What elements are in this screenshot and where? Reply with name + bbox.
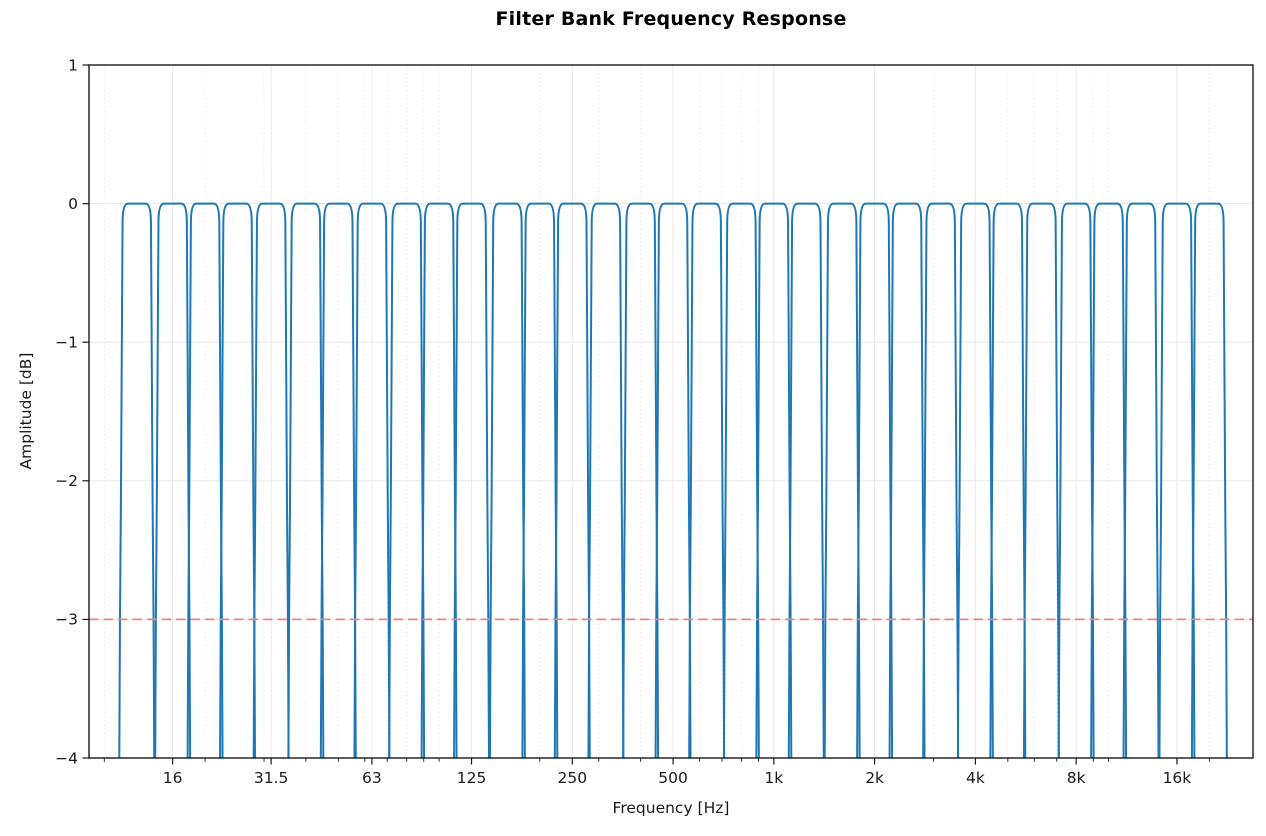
axis-ticks — [82, 64, 1210, 765]
y-tick-label: 1 — [68, 56, 78, 74]
y-tick-label: −3 — [55, 611, 78, 629]
filter-band-curve — [888, 202, 926, 758]
x-tick-label: 250 — [557, 769, 587, 787]
filter-band-curve — [420, 202, 458, 758]
x-tick-label: 2k — [865, 769, 884, 787]
filter-band-curve — [1158, 202, 1196, 758]
filter-band-curve — [488, 202, 526, 758]
filter-band-curve — [989, 202, 1027, 758]
y-tick-label: −2 — [55, 472, 78, 490]
filter-band-curve — [1057, 202, 1095, 758]
filter-band-curve — [823, 202, 861, 758]
filter-band-curve — [1022, 202, 1060, 758]
y-tick-label: −4 — [55, 749, 78, 767]
filter-band-curve — [587, 202, 625, 758]
x-tick-label: 8k — [1067, 769, 1086, 787]
x-tick-label: 16k — [1163, 769, 1192, 787]
filter-band-curve — [521, 202, 559, 758]
filter-band-curve — [1090, 202, 1128, 758]
plot-spines — [88, 64, 1254, 759]
y-tick-labels: 1 0 −1 −2 −3 −4 — [55, 56, 78, 767]
x-tick-label: 31.5 — [254, 769, 289, 787]
grid-major — [89, 64, 1253, 759]
x-tick-label: 4k — [966, 769, 985, 787]
x-tick-label: 63 — [362, 769, 382, 787]
filter-band-curve — [219, 202, 256, 758]
filter-band-curve — [353, 202, 391, 758]
x-tick-label: 500 — [658, 769, 688, 787]
filter-band-curve — [787, 202, 825, 758]
filter-band-curve — [154, 202, 192, 758]
filter-band-curve — [654, 202, 692, 758]
x-tick-label: 125 — [457, 769, 487, 787]
filter-bank-curves — [118, 202, 1228, 758]
x-tick-label: 1k — [764, 769, 783, 787]
filter-band-curve — [252, 202, 290, 758]
filter-band-curve — [622, 202, 660, 758]
filter-band-curve — [287, 202, 325, 758]
x-tick-labels: 16 31.5 63 125 250 500 1k 2k 4k 8k 16k — [163, 769, 1192, 787]
filter-band-curve — [956, 202, 994, 758]
filter-band-curve — [388, 202, 426, 758]
y-tick-label: 0 — [68, 195, 78, 213]
x-tick-label: 16 — [163, 769, 183, 787]
chart-title: Filter Bank Frequency Response — [495, 8, 847, 30]
y-tick-label: −1 — [55, 334, 78, 352]
filter-band-curve — [722, 202, 760, 758]
x-axis-label: Frequency [Hz] — [612, 799, 730, 817]
filter-band-curve — [453, 202, 490, 758]
y-axis-label: Amplitude [dB] — [17, 352, 35, 470]
filter-band-curve — [553, 202, 591, 758]
filter-band-curve — [186, 202, 224, 758]
filter-band-curve — [118, 202, 156, 758]
filter-band-curve — [1122, 202, 1160, 758]
filter-band-curve — [1190, 202, 1228, 758]
filter-band-curve — [319, 202, 357, 758]
filter-band-curve — [922, 202, 960, 758]
filter-band-curve — [856, 202, 894, 758]
filter-band-curve — [688, 202, 726, 758]
filter-band-curve — [755, 202, 793, 758]
